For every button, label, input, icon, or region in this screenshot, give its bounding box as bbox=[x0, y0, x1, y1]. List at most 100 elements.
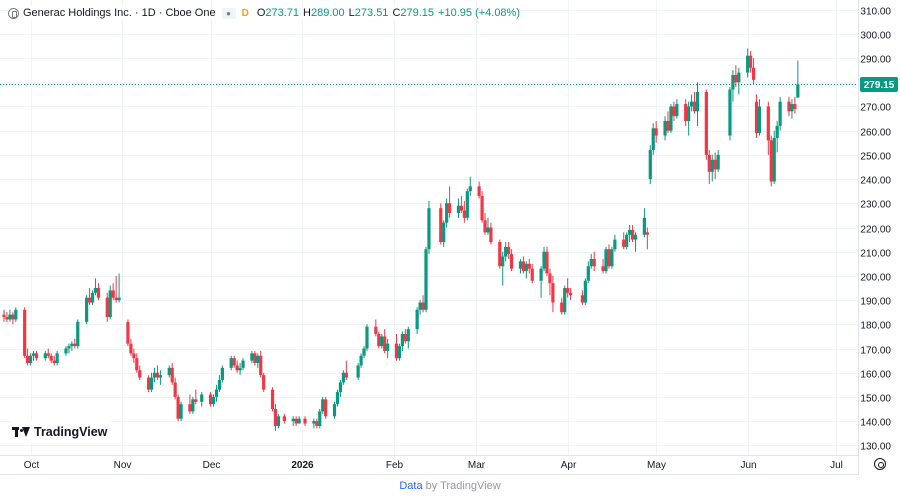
candle bbox=[695, 82, 700, 126]
candle-body bbox=[751, 67, 756, 80]
time-tick-label: Apr bbox=[561, 460, 577, 471]
candle bbox=[418, 300, 422, 315]
data-flag[interactable]: D bbox=[241, 7, 249, 19]
candle bbox=[28, 353, 33, 366]
candle-body bbox=[480, 196, 484, 221]
candle bbox=[312, 418, 316, 429]
hide-icon[interactable]: ● bbox=[221, 7, 236, 19]
symbol-title[interactable]: Generac Holdings Inc. · 1D · Cboe One bbox=[23, 7, 216, 19]
price-axis[interactable]: 130.00 140.00 150.00 160.00 170.00 180.00 190.… bbox=[858, 0, 900, 475]
time-tick-label: Jun bbox=[740, 460, 756, 471]
candle bbox=[386, 338, 390, 359]
candle bbox=[229, 355, 233, 371]
candle bbox=[675, 99, 679, 119]
candle-body bbox=[498, 242, 502, 267]
candle-body bbox=[456, 205, 461, 213]
candle bbox=[775, 121, 779, 153]
candle bbox=[138, 365, 142, 380]
footer: Data by TradingView bbox=[0, 476, 900, 498]
candle-body bbox=[282, 416, 286, 422]
candle bbox=[270, 387, 275, 412]
candle-body bbox=[790, 104, 794, 112]
candle bbox=[465, 188, 469, 221]
candle-body bbox=[256, 355, 260, 364]
candle-body bbox=[111, 290, 115, 298]
candle-body bbox=[46, 353, 50, 356]
tradingview-logo[interactable]: TradingView bbox=[8, 421, 114, 443]
high-key: H bbox=[303, 7, 311, 19]
candle-body bbox=[191, 399, 195, 412]
footer-by-text: by TradingView bbox=[425, 480, 501, 492]
candle-body bbox=[489, 227, 493, 243]
candle bbox=[70, 341, 74, 351]
candle-body bbox=[468, 186, 472, 192]
candle-body bbox=[383, 336, 387, 351]
candle-body bbox=[273, 409, 278, 426]
candle bbox=[256, 353, 260, 368]
time-axis[interactable]: Oct Nov Dec 2026 Feb Mar Apr May Jun Jul bbox=[0, 455, 858, 472]
candle-body bbox=[566, 288, 570, 293]
candle bbox=[149, 372, 154, 393]
chart-area[interactable]: 130.00 140.00 150.00 160.00 170.00 180.00 190.… bbox=[0, 0, 900, 475]
candle-body bbox=[359, 355, 363, 366]
candle bbox=[439, 203, 443, 245]
candle bbox=[669, 104, 673, 134]
candle-body bbox=[648, 150, 652, 180]
candle-body bbox=[158, 375, 163, 378]
candle-body bbox=[262, 375, 266, 390]
candle bbox=[769, 135, 773, 187]
candle-body bbox=[315, 421, 319, 426]
candle bbox=[253, 350, 257, 366]
low-key: L bbox=[348, 7, 355, 19]
candle bbox=[728, 87, 732, 141]
candle-body bbox=[633, 234, 638, 240]
candle bbox=[276, 413, 281, 429]
candle bbox=[158, 370, 163, 385]
candle bbox=[262, 372, 266, 393]
candle-body bbox=[530, 268, 534, 281]
candle-body bbox=[43, 353, 47, 359]
candle-body bbox=[689, 101, 694, 107]
candle bbox=[539, 266, 543, 298]
candle-body bbox=[731, 75, 735, 90]
candle bbox=[8, 309, 12, 322]
candle bbox=[2, 309, 6, 322]
candle-body bbox=[5, 317, 9, 320]
settings-icon[interactable] bbox=[874, 458, 886, 470]
time-tick-label: Nov bbox=[114, 460, 132, 471]
candle-body bbox=[73, 343, 77, 347]
candle bbox=[625, 232, 629, 250]
candle bbox=[592, 251, 596, 272]
candle-body bbox=[126, 321, 130, 344]
candlestick-chart[interactable]: 130.00 140.00 150.00 160.00 170.00 180.00 190.… bbox=[0, 0, 900, 475]
candle-body bbox=[427, 208, 431, 250]
candle-body bbox=[630, 229, 635, 240]
candle bbox=[737, 67, 741, 95]
candle bbox=[380, 333, 384, 349]
candle-body bbox=[138, 370, 142, 378]
close-value: 279.15 bbox=[400, 7, 435, 19]
candle bbox=[93, 278, 98, 296]
candle-body bbox=[214, 389, 219, 397]
candle-body bbox=[341, 372, 345, 383]
data-link[interactable]: Data bbox=[399, 480, 423, 492]
price-tick-label: 180.00 bbox=[860, 321, 891, 332]
candle bbox=[527, 258, 531, 274]
candle bbox=[303, 416, 307, 426]
candle-body bbox=[155, 372, 160, 378]
candle bbox=[604, 246, 608, 274]
symbol-legend[interactable]: Generac Holdings Inc. · 1D · Cboe One ● … bbox=[8, 6, 520, 20]
candle bbox=[772, 130, 776, 184]
candle-body bbox=[276, 416, 281, 426]
candle bbox=[43, 350, 47, 361]
candle-body bbox=[586, 266, 590, 281]
last-price-label: 279.15 bbox=[860, 77, 898, 92]
candle-body bbox=[176, 396, 180, 419]
candle-body bbox=[622, 239, 626, 247]
candle bbox=[689, 94, 694, 112]
candle bbox=[666, 111, 670, 134]
candle-body bbox=[448, 203, 452, 213]
candle-body bbox=[663, 121, 667, 136]
candle bbox=[273, 404, 278, 431]
price-tick-label: 230.00 bbox=[860, 200, 891, 211]
